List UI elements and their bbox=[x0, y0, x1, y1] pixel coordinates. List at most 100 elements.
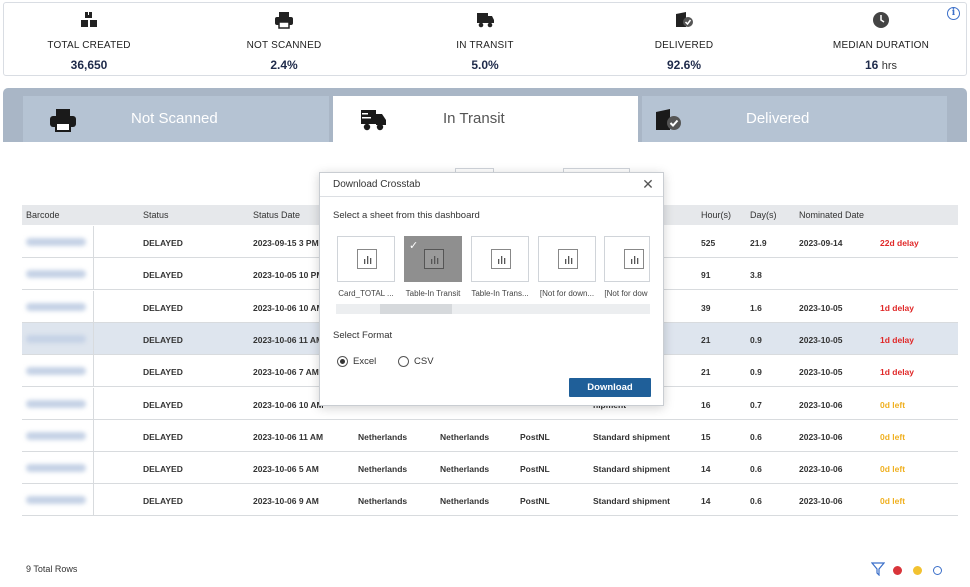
scrollbar-handle[interactable] bbox=[380, 304, 452, 314]
cell-delay: 0d left bbox=[880, 464, 906, 475]
cell-delay: 1d delay bbox=[880, 302, 915, 313]
barcode-redacted bbox=[26, 464, 86, 473]
csv-radio[interactable] bbox=[398, 356, 409, 367]
close-icon[interactable]: ✕ bbox=[642, 176, 654, 192]
sheet-thumbnail-label[interactable]: [Not for dow bbox=[604, 289, 648, 298]
bar-chart-icon bbox=[424, 249, 444, 269]
tab-not-scanned[interactable]: Not Scanned bbox=[23, 96, 329, 142]
format-label: Select Format bbox=[333, 330, 393, 341]
cell-delay: 1d delay bbox=[880, 367, 915, 378]
cell-status: DELAYED bbox=[143, 238, 183, 248]
tab-in-transit[interactable]: In Transit bbox=[333, 96, 638, 142]
sheet-thumbnail-label[interactable]: [Not for down... bbox=[539, 289, 595, 298]
cell-days: 0.9 bbox=[750, 334, 762, 345]
sheet-thumbnail-label[interactable]: Card_TOTAL ... bbox=[338, 289, 394, 298]
cell-days: 0.7 bbox=[750, 399, 762, 410]
column-divider bbox=[93, 484, 94, 517]
download-crosstab-dialog: Download Crosstab ✕ Select a sheet from … bbox=[319, 172, 664, 406]
sheet-thumbnail[interactable] bbox=[604, 236, 650, 282]
cell-status: DELAYED bbox=[143, 367, 183, 378]
cell-origin: Netherlands bbox=[358, 431, 408, 442]
cell-days: 21.9 bbox=[750, 238, 767, 248]
filter-control[interactable] bbox=[455, 168, 494, 174]
dialog-title: Download Crosstab bbox=[333, 179, 421, 190]
cell-destination: Netherlands bbox=[440, 496, 490, 507]
info-icon[interactable]: i bbox=[947, 7, 960, 20]
column-header-nominated-date[interactable]: Nominated Date bbox=[799, 210, 865, 220]
column-header-status[interactable]: Status bbox=[143, 210, 169, 220]
cell-status: DELAYED bbox=[143, 270, 183, 281]
table-row[interactable]: DELAYED 2023-10-06 9 AM Netherlands Netherl… bbox=[22, 484, 958, 517]
truck-icon bbox=[477, 13, 494, 28]
cell-hours: 21 bbox=[701, 367, 711, 378]
cell-service: Standard shipment bbox=[593, 496, 670, 507]
barcode-redacted bbox=[26, 431, 86, 440]
cell-service: Standard shipment bbox=[593, 431, 670, 442]
cell-hours: 39 bbox=[701, 302, 711, 313]
tab-label: In Transit bbox=[443, 110, 505, 127]
column-divider bbox=[93, 258, 94, 291]
sheet-thumbnail-label[interactable]: Table-In Transit bbox=[405, 289, 461, 298]
kpi-label: IN TRANSIT bbox=[456, 40, 514, 51]
table-row[interactable]: DELAYED 2023-10-06 11 AM Netherlands Nether… bbox=[22, 419, 958, 452]
status-dot-yellow[interactable] bbox=[913, 566, 922, 575]
sheet-thumbnail[interactable] bbox=[337, 236, 395, 282]
barcode-redacted bbox=[26, 496, 86, 505]
cell-status-date: 2023-10-06 11 AM bbox=[253, 431, 324, 442]
cell-days: 0.6 bbox=[750, 464, 762, 475]
csv-radio-label[interactable]: CSV bbox=[414, 356, 434, 367]
cell-carrier: PostNL bbox=[520, 496, 550, 507]
kpi-value: 2.4% bbox=[270, 58, 298, 72]
filter-control[interactable] bbox=[563, 168, 630, 174]
cell-service: Standard shipment bbox=[593, 464, 670, 475]
cell-delay: 0d left bbox=[880, 496, 906, 507]
sheet-select-label: Select a sheet from this dashboard bbox=[333, 210, 480, 221]
cell-status-date: 2023-10-06 7 AM bbox=[253, 367, 319, 378]
column-header-status-date[interactable]: Status Date bbox=[253, 210, 301, 220]
cell-nominated: 2023-10-05 bbox=[799, 334, 843, 345]
printer-icon bbox=[275, 12, 293, 29]
tab-label: Delivered bbox=[746, 110, 810, 127]
status-dot-empty[interactable] bbox=[933, 566, 942, 575]
sheet-thumbnail-label[interactable]: Table-In Trans... bbox=[471, 289, 529, 298]
cell-hours: 16 bbox=[701, 399, 711, 410]
thumbnail-scrollbar[interactable] bbox=[336, 304, 650, 314]
barcode-redacted bbox=[26, 399, 86, 408]
kpi-value: 16 hrs bbox=[865, 58, 897, 72]
cell-hours: 15 bbox=[701, 431, 711, 442]
cell-days: 0.9 bbox=[750, 367, 762, 378]
sheet-thumbnail[interactable] bbox=[538, 236, 596, 282]
cell-nominated: 2023-10-06 bbox=[799, 496, 843, 507]
cell-hours: 525 bbox=[701, 238, 716, 248]
column-header-barcode[interactable]: Barcode bbox=[26, 210, 60, 220]
bar-chart-icon bbox=[357, 249, 377, 269]
kpi-label: MEDIAN DURATION bbox=[832, 40, 930, 51]
sheet-thumbnail[interactable]: ✓ bbox=[404, 236, 462, 282]
bar-chart-icon bbox=[491, 249, 511, 269]
cell-carrier: PostNL bbox=[520, 431, 550, 442]
cell-status-date: 2023-10-06 11 AM bbox=[253, 334, 324, 345]
column-header-hours[interactable]: Hour(s) bbox=[701, 210, 732, 220]
cell-nominated: 2023-10-06 bbox=[799, 431, 843, 442]
column-divider bbox=[93, 290, 94, 323]
kpi-in-transit: IN TRANSIT 5.0% bbox=[405, 3, 565, 77]
column-divider bbox=[93, 322, 94, 355]
cell-status: DELAYED bbox=[143, 399, 183, 410]
kpi-label: DELIVERED bbox=[654, 40, 714, 51]
filter-icon[interactable] bbox=[871, 562, 885, 576]
excel-radio[interactable] bbox=[337, 356, 348, 367]
column-divider bbox=[93, 226, 94, 258]
cell-carrier: PostNL bbox=[520, 464, 550, 475]
column-header-days[interactable]: Day(s) bbox=[750, 210, 777, 220]
barcode-redacted bbox=[26, 270, 86, 279]
download-button[interactable]: Download bbox=[569, 378, 651, 397]
excel-radio-label[interactable]: Excel bbox=[353, 356, 377, 367]
sheet-thumbnail[interactable] bbox=[471, 236, 529, 282]
status-dot-red[interactable] bbox=[893, 566, 902, 575]
cell-delay: 0d left bbox=[880, 431, 906, 442]
table-row[interactable]: DELAYED 2023-10-06 5 AM Netherlands Netherl… bbox=[22, 452, 958, 485]
barcode-redacted bbox=[26, 334, 86, 343]
tab-delivered[interactable]: Delivered bbox=[642, 96, 947, 142]
cell-origin: Netherlands bbox=[358, 496, 408, 507]
